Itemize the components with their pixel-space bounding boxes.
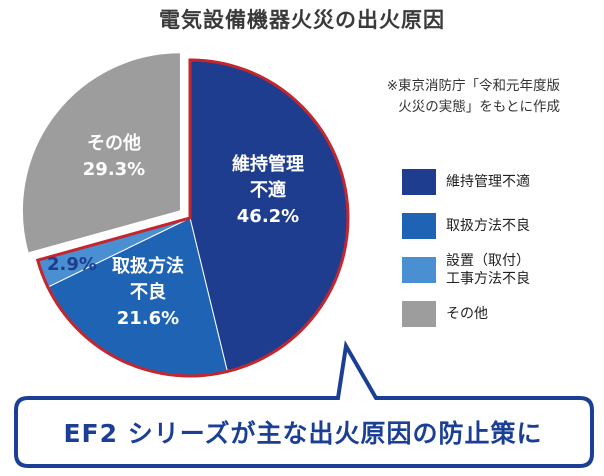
legend-item-2: 取扱方法不良 [402,204,602,248]
callout-text: EF2 シリーズが主な出火原因の防止策に [63,419,543,448]
pie-slice-label-3: 2.9% [47,254,97,275]
legend-swatch [402,301,436,327]
chart-title: 電気設備機器火災の出火原因 [159,8,445,32]
pie-slice-label-4: その他 29.3% [83,132,145,180]
pie-slice-label-1: 維持管理不適 46.2% [232,153,304,227]
pie-outline [35,58,350,378]
legend-item-4: その他 [402,292,602,336]
legend-swatch [402,257,436,283]
legend-label: 取扱方法不良 [446,218,530,234]
legend-label: その他 [446,306,488,322]
legend-item-1: 維持管理不適 [402,160,602,204]
source-note: ※東京消防庁「令和元年度版 火災の実態」をもとに作成 [387,76,560,118]
legend-swatch [402,213,436,239]
pie-slice-label-2: 取扱方法不良 21.6% [112,255,184,329]
legend: 維持管理不適 取扱方法不良設置（取付） 工事方法不良その他 [402,160,602,336]
legend-label: 維持管理不適 [446,174,530,190]
legend-swatch [402,169,436,195]
callout-frame [14,340,594,468]
pie-slice-4 [21,52,181,254]
source-note-line-1: ※東京消防庁「令和元年度版 [386,78,560,94]
source-note-line-2: 火災の実態」をもとに作成 [398,99,560,115]
legend-item-3: 設置（取付） 工事方法不良 [402,248,602,292]
legend-label: 設置（取付） 工事方法不良 [446,253,530,287]
